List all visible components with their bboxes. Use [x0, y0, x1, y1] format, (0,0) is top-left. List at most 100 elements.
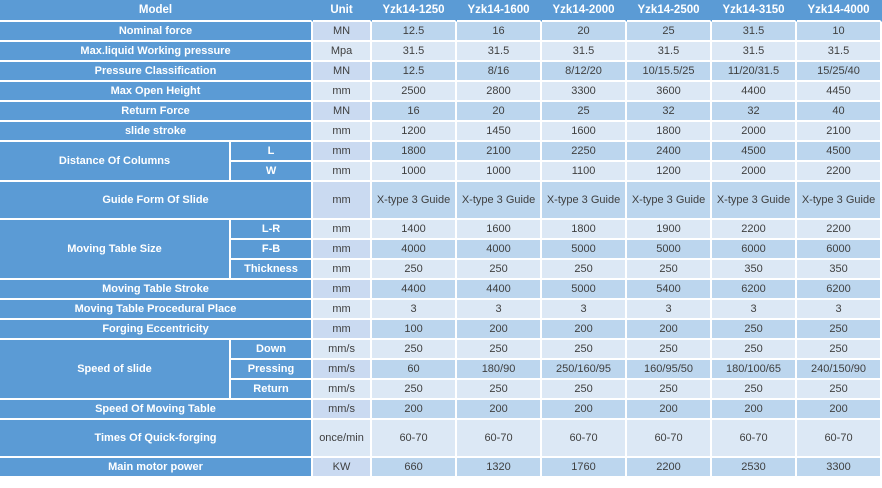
row-label: Moving Table Procedural Place	[0, 300, 314, 320]
value-cell: X-type 3 Guide	[627, 182, 713, 220]
value-cell: 250	[797, 320, 882, 340]
value-cell: 1800	[627, 122, 713, 142]
unit-cell: MN	[313, 62, 373, 82]
value-cell: 660	[372, 458, 458, 478]
table-body: Nominal force MN 12.5 16 20 25 31.5 10 Max.liqui…	[0, 22, 882, 478]
row-label: Max.liquid Working pressure	[0, 42, 314, 62]
value-cell: X-type 3 Guide	[457, 182, 543, 220]
value-cell: 4500	[712, 142, 798, 162]
value-cell: 4000	[457, 240, 543, 260]
value-cell: 2100	[457, 142, 543, 162]
value-cell: 250	[712, 340, 798, 360]
unit-cell: mm	[313, 260, 373, 280]
value-cell: X-type 3 Guide	[542, 182, 628, 220]
value-cell: 3	[797, 300, 882, 320]
value-cell: 60-70	[542, 420, 628, 458]
value-cell: 2250	[542, 142, 628, 162]
value-cell: 1450	[457, 122, 543, 142]
unit-cell: mm	[313, 142, 373, 162]
value-cell: 31.5	[712, 22, 798, 42]
value-cell: 4500	[797, 142, 882, 162]
value-cell: 2400	[627, 142, 713, 162]
value-cell: 2500	[372, 82, 458, 102]
value-cell: 31.5	[712, 42, 798, 62]
table-row: slide stroke mm 1200 1450 1600 1800 2000 2100	[0, 122, 882, 142]
value-cell: 200	[797, 400, 882, 420]
value-cell: 250	[457, 340, 543, 360]
value-cell: 2200	[797, 220, 882, 240]
unit-cell: Mpa	[313, 42, 373, 62]
value-cell: 180/100/65	[712, 360, 798, 380]
value-cell: 2100	[797, 122, 882, 142]
row-label: Return Force	[0, 102, 314, 122]
value-cell: 250	[627, 380, 713, 400]
value-cell: 250	[627, 340, 713, 360]
value-cell: 3	[627, 300, 713, 320]
unit-cell: mm	[313, 182, 373, 220]
value-cell: 60	[372, 360, 458, 380]
value-cell: 31.5	[627, 42, 713, 62]
row-label: Times Of Quick-forging	[0, 420, 314, 458]
value-cell: 4400	[457, 280, 543, 300]
value-cell: 2000	[712, 122, 798, 142]
value-cell: 25	[627, 22, 713, 42]
unit-cell: mm	[313, 280, 373, 300]
value-cell: 100	[372, 320, 458, 340]
value-cell: 3	[457, 300, 543, 320]
value-cell: 6000	[797, 240, 882, 260]
value-cell: 4000	[372, 240, 458, 260]
row-sublabel: F-B	[231, 240, 314, 260]
value-cell: 1200	[372, 122, 458, 142]
row-sublabel: W	[231, 162, 314, 182]
table-row: Main motor power KW 660 1320 1760 2200 2530 330…	[0, 458, 882, 478]
table-row: Pressing mm/s 60 180/90 250/160/95 160/95/50 1…	[0, 360, 882, 380]
value-cell: 1320	[457, 458, 543, 478]
value-cell: 200	[542, 320, 628, 340]
value-cell: 250	[457, 260, 543, 280]
value-cell: 1000	[372, 162, 458, 182]
table-row: Return Force MN 16 20 25 32 32 40	[0, 102, 882, 122]
unit-cell: mm	[313, 220, 373, 240]
value-cell: 250	[542, 340, 628, 360]
row-sublabel: L	[231, 142, 314, 162]
value-cell: 2200	[712, 220, 798, 240]
value-cell: 250	[542, 260, 628, 280]
value-cell: 250	[712, 320, 798, 340]
value-cell: 200	[372, 400, 458, 420]
table-row: Max Open Height mm 2500 2800 3300 3600 4400 445…	[0, 82, 882, 102]
value-cell: 16	[372, 102, 458, 122]
row-label: Moving Table Stroke	[0, 280, 314, 300]
value-cell: 250	[797, 380, 882, 400]
value-cell: 200	[712, 400, 798, 420]
value-cell: 12.5	[372, 62, 458, 82]
value-cell: 10	[797, 22, 882, 42]
value-cell: 1800	[372, 142, 458, 162]
value-cell: 8/16	[457, 62, 543, 82]
unit-cell: MN	[313, 102, 373, 122]
value-cell: 5000	[542, 240, 628, 260]
unit-cell: mm/s	[313, 360, 373, 380]
table-row: Moving Table Stroke mm 4400 4400 5000 5400 620…	[0, 280, 882, 300]
value-cell: 250	[542, 380, 628, 400]
unit-cell: mm/s	[313, 340, 373, 360]
value-cell: 1400	[372, 220, 458, 240]
table-row: Moving Table Size L-R mm 1400 1600 1800 1900 22…	[0, 220, 882, 280]
row-label: Max Open Height	[0, 82, 314, 102]
value-cell: 200	[627, 400, 713, 420]
value-cell: 3300	[797, 458, 882, 478]
value-cell: 1200	[627, 162, 713, 182]
value-cell: 4450	[797, 82, 882, 102]
value-cell: 16	[457, 22, 543, 42]
value-cell: 40	[797, 102, 882, 122]
table-row: Moving Table Procedural Place mm 3 3 3 3 3 3	[0, 300, 882, 320]
value-cell: 250	[372, 380, 458, 400]
value-cell: 350	[712, 260, 798, 280]
value-cell: 2000	[712, 162, 798, 182]
value-cell: X-type 3 Guide	[797, 182, 882, 220]
unit-cell: mm/s	[313, 400, 373, 420]
row-sublabel: Pressing	[231, 360, 314, 380]
value-cell: 200	[542, 400, 628, 420]
value-cell: 25	[542, 102, 628, 122]
value-cell: 6200	[797, 280, 882, 300]
unit-cell: mm/s	[313, 380, 373, 400]
